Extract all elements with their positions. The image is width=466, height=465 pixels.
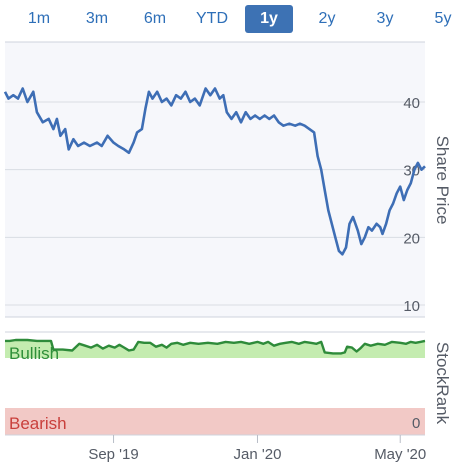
range-button-1y[interactable]: 1y [245,5,293,33]
range-button-1m[interactable]: 1m [27,10,51,27]
rank-zero-label: 0 [412,415,420,432]
bearish-label: Bearish [9,414,67,433]
range-selector: 1m 3m 6m YTD 1y 2y 3y 5y [0,0,466,40]
range-button-3y[interactable]: 3y [376,10,394,27]
x-tick-label: Sep '19 [88,446,138,463]
price-axis-label: Share Price [433,136,452,225]
x-axis-ticks: Sep '19 Jan '20 May '20 [88,435,426,463]
price-gridlines [5,101,425,306]
bullish-label: Bullish [9,344,59,363]
range-button-ytd[interactable]: YTD [196,10,228,27]
stockrank-area [5,340,425,358]
range-button-5y[interactable]: 5y [434,10,452,27]
bearish-band [5,408,425,435]
range-button-2y[interactable]: 2y [318,10,336,27]
range-button-3m[interactable]: 3m [85,10,109,27]
rank-axis-label: StockRank [433,342,452,425]
stockrank-line [5,338,426,355]
price-tick-label: 40 [403,95,420,112]
range-button-6m[interactable]: 6m [143,10,167,27]
price-tick-label: 20 [403,230,420,247]
price-tick-label: 10 [403,298,420,315]
share-price-line [3,87,426,256]
price-panel-background [5,42,425,317]
x-tick-label: May '20 [374,446,426,463]
x-tick-label: Jan '20 [234,446,282,463]
